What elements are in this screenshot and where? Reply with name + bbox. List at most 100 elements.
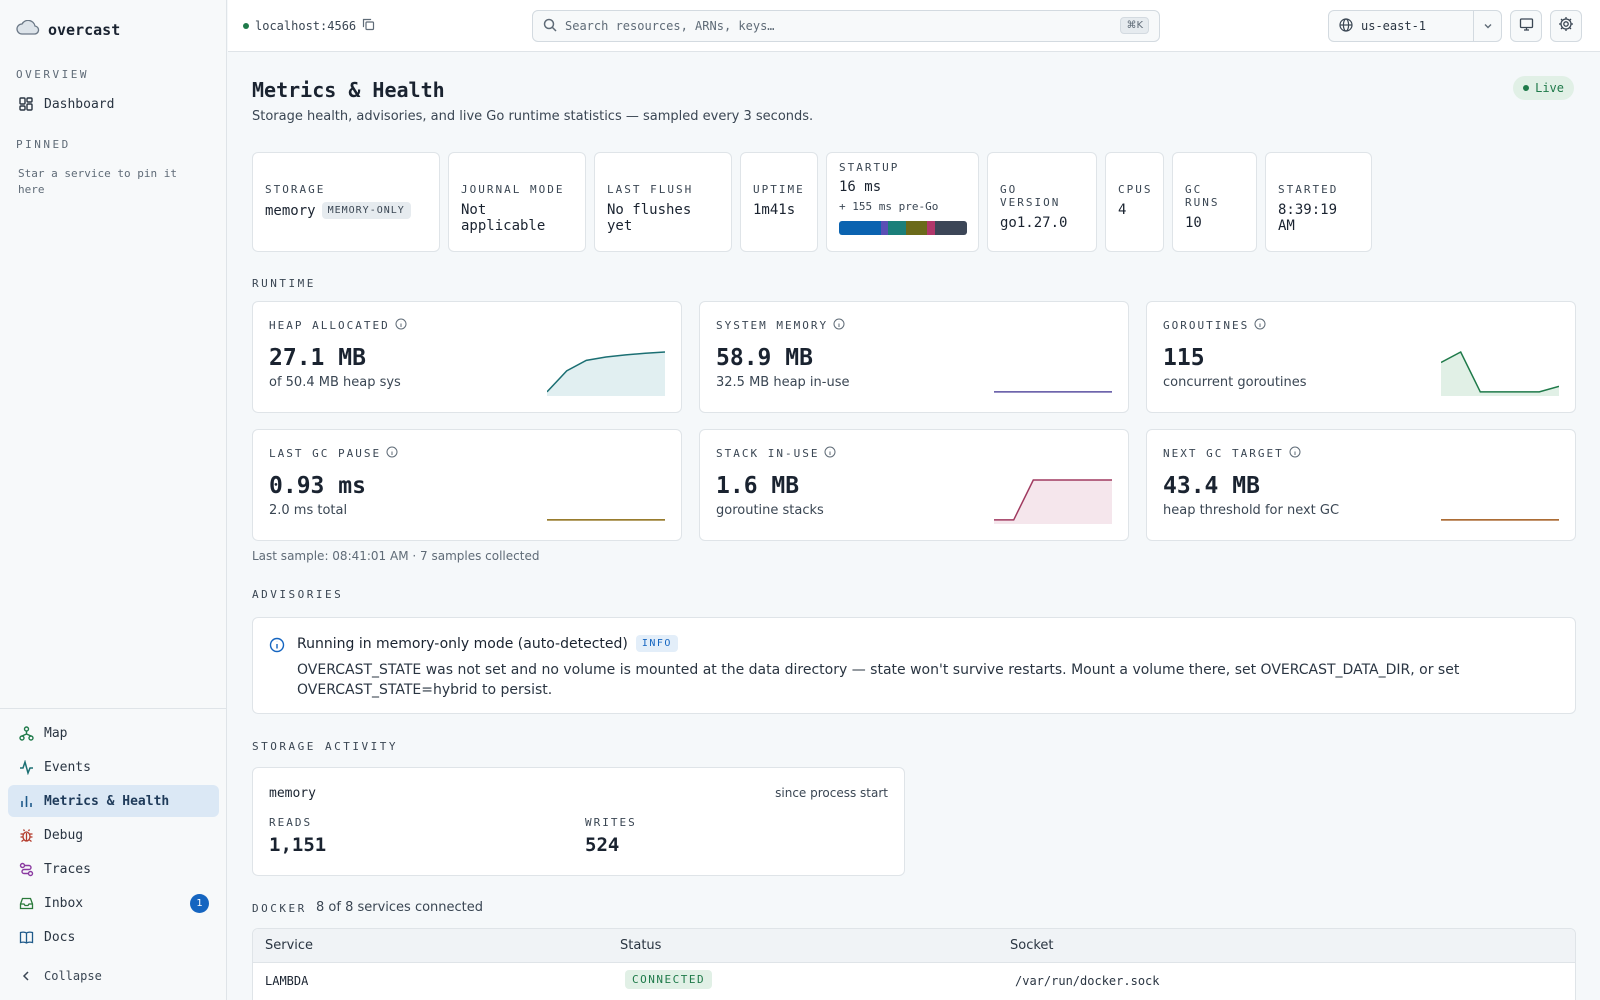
metric-sub: 2.0 ms total (269, 503, 348, 518)
column-header-socket[interactable]: Socket (1010, 938, 1054, 953)
info-icon[interactable] (1289, 446, 1301, 461)
stat-label: STARTED (1278, 183, 1339, 196)
brand[interactable]: overcast (16, 19, 121, 40)
stat-label: STARTUP (839, 161, 900, 174)
sparkline-last-gc-pause (547, 519, 665, 521)
storage-backend: memory (269, 786, 316, 801)
writes-value: 524 (585, 834, 620, 856)
storage-since: since process start (775, 786, 888, 800)
info-icon[interactable] (1254, 318, 1266, 333)
sidebar-divider (0, 708, 227, 709)
stat-label: LAST FLUSH (607, 183, 694, 196)
info-icon[interactable] (824, 446, 836, 461)
stat-started: STARTED 8:39:19 AM (1265, 152, 1372, 252)
collapse-button[interactable]: Collapse (8, 960, 219, 992)
region-select[interactable]: us-east-1 (1328, 10, 1502, 42)
stat-last-flush: LAST FLUSH No flushes yet (594, 152, 732, 252)
metric-sub: of 50.4 MB heap sys (269, 375, 401, 390)
sidebar-item-label: Debug (44, 827, 84, 843)
stat-label: STORAGE (265, 183, 326, 196)
metric-system-memory: SYSTEM MEMORY 58.9 MB 32.5 MB heap in-us… (699, 301, 1129, 413)
stat-value: go1.27.0 (1000, 215, 1068, 231)
topbar: localhost:4566 ⌘K us-east-1 (228, 0, 1600, 52)
sparkline-system-memory (994, 391, 1112, 393)
sparkline-heap-allocated (547, 351, 665, 396)
sparkline-goroutines (1441, 350, 1559, 396)
search-box[interactable]: ⌘K (532, 10, 1160, 42)
display-button[interactable] (1510, 10, 1542, 42)
table-row[interactable]: LAMBDA CONNECTED /var/run/docker.sock (253, 963, 1575, 999)
sidebar-item-map[interactable]: Map (8, 717, 219, 749)
sidebar-item-docs[interactable]: Docs (8, 921, 219, 953)
sidebar-item-dashboard[interactable]: Dashboard (8, 88, 219, 120)
stat-label: GC RUNS (1185, 183, 1220, 209)
metric-label-row: LAST GC PAUSE (269, 446, 665, 461)
startup-segment (887, 221, 906, 235)
gear-icon (1558, 16, 1574, 36)
collapse-label: Collapse (44, 969, 102, 983)
metric-label-row: SYSTEM MEMORY (716, 318, 1112, 333)
table-header: Service Status Socket (253, 929, 1575, 963)
metric-sub: 32.5 MB heap in-use (716, 375, 850, 390)
stat-storage: STORAGE memory MEMORY-ONLY (252, 152, 440, 252)
section-advisories-label: ADVISORIES (252, 588, 344, 601)
metric-label: LAST GC PAUSE (269, 447, 382, 460)
globe-icon (1339, 17, 1353, 35)
brand-name: overcast (48, 21, 121, 39)
column-header-service[interactable]: Service (265, 938, 314, 953)
stat-value: 10 (1185, 215, 1202, 231)
info-icon[interactable] (386, 446, 398, 461)
advisory-body: OVERCAST_STATE was not set and no volume… (297, 662, 1460, 698)
search-input[interactable] (565, 19, 1105, 33)
sidebar-item-debug[interactable]: Debug (8, 819, 219, 851)
metric-label: SYSTEM MEMORY (716, 319, 829, 332)
sidebar-item-label: Map (44, 725, 68, 741)
bug-icon (18, 827, 34, 843)
inbox-icon (18, 895, 34, 911)
live-label: Live (1535, 81, 1564, 95)
metric-value: 115 (1163, 345, 1205, 371)
docker-summary: 8 of 8 services connected (316, 900, 484, 915)
stat-cpus: CPUS 4 (1105, 152, 1164, 252)
info-icon[interactable] (833, 318, 845, 333)
settings-button[interactable] (1550, 10, 1582, 42)
metric-value: 43.4 MB (1163, 473, 1260, 499)
sidebar-item-metrics-health[interactable]: Metrics & Health (8, 785, 219, 817)
startup-segment (934, 221, 967, 235)
sidebar-item-label: Metrics & Health (44, 793, 170, 809)
page-subtitle: Storage health, advisories, and live Go … (252, 109, 814, 124)
sidebar-item-inbox[interactable]: Inbox 1 (8, 887, 219, 919)
startup-timeline-bar (839, 221, 967, 235)
sidebar-item-events[interactable]: Events (8, 751, 219, 783)
socket-path: /var/run/docker.sock (1015, 974, 1160, 988)
docker-table: Service Status Socket LAMBDA CONNECTED /… (252, 928, 1576, 1000)
reads-value: 1,151 (269, 834, 327, 856)
metric-label-row: GOROUTINES (1163, 318, 1559, 333)
stat-journal-mode: JOURNAL MODE Not applicable (448, 152, 586, 252)
stat-label: CPUS (1118, 183, 1153, 196)
copy-icon[interactable] (362, 18, 375, 34)
host-indicator: localhost:4566 (243, 18, 375, 34)
metric-sub: heap threshold for next GC (1163, 503, 1340, 518)
host-address: localhost:4566 (255, 19, 357, 33)
writes-label: WRITES (585, 816, 637, 829)
service-name: LAMBDA (265, 974, 309, 988)
sparkline-area (994, 480, 1112, 524)
metric-label: HEAP ALLOCATED (269, 319, 390, 332)
sidebar-item-traces[interactable]: Traces (8, 853, 219, 885)
page-title: Metrics & Health (252, 78, 445, 102)
section-overview-label: OVERVIEW (16, 68, 89, 81)
chevron-down-icon[interactable] (1473, 11, 1501, 41)
info-icon[interactable] (395, 318, 407, 333)
book-icon (18, 929, 34, 945)
bar-chart-icon (18, 793, 34, 809)
map-icon (18, 725, 34, 741)
column-header-status[interactable]: Status (620, 938, 662, 953)
region-value: us-east-1 (1361, 19, 1427, 33)
metric-goroutines: GOROUTINES 115 concurrent goroutines (1146, 301, 1576, 413)
metric-label-row: STACK IN-USE (716, 446, 1112, 461)
stat-value: Not applicable (461, 202, 546, 234)
sparkline-area (1441, 352, 1559, 396)
live-dot (1523, 85, 1530, 91)
metric-label: NEXT GC TARGET (1163, 447, 1284, 460)
